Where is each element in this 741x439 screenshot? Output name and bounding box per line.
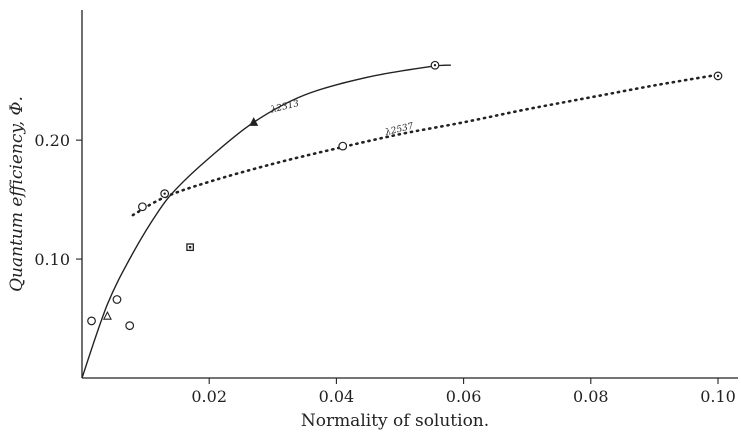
markers [87,60,723,331]
data-point [249,117,259,126]
y-ticks: 0.10 0.20 [34,131,82,269]
y-tick-label: 0.10 [34,250,70,269]
data-point [713,71,723,81]
data-point [160,189,170,199]
y-tick-label: 0.20 [34,131,70,150]
x-tick-label: 0.06 [446,387,482,406]
data-point [87,316,96,326]
series-label: λ2537 [383,121,414,138]
x-axis-title: Normality of solution. [301,411,489,431]
data-point [125,321,135,331]
data-point [138,202,147,212]
series-label: λ2313 [269,99,300,116]
x-ticks: 0.02 0.04 0.06 0.08 0.10 [191,378,736,406]
x-tick-label: 0.02 [191,387,227,406]
y-axis-title: Quantum efficiency, Φ. [7,96,27,292]
data-point [338,141,348,151]
curves [81,64,720,379]
data-point [186,243,194,252]
annotations: λ2313 λ2537 [269,99,415,139]
x-tick-label: 0.08 [573,387,609,406]
x-tick-label: 0.10 [700,387,736,406]
series-line [81,64,451,379]
x-tick-label: 0.04 [319,387,355,406]
data-point [112,295,122,304]
series-line [131,73,720,217]
axes [81,10,738,379]
data-point [102,310,112,320]
data-point [430,60,440,70]
